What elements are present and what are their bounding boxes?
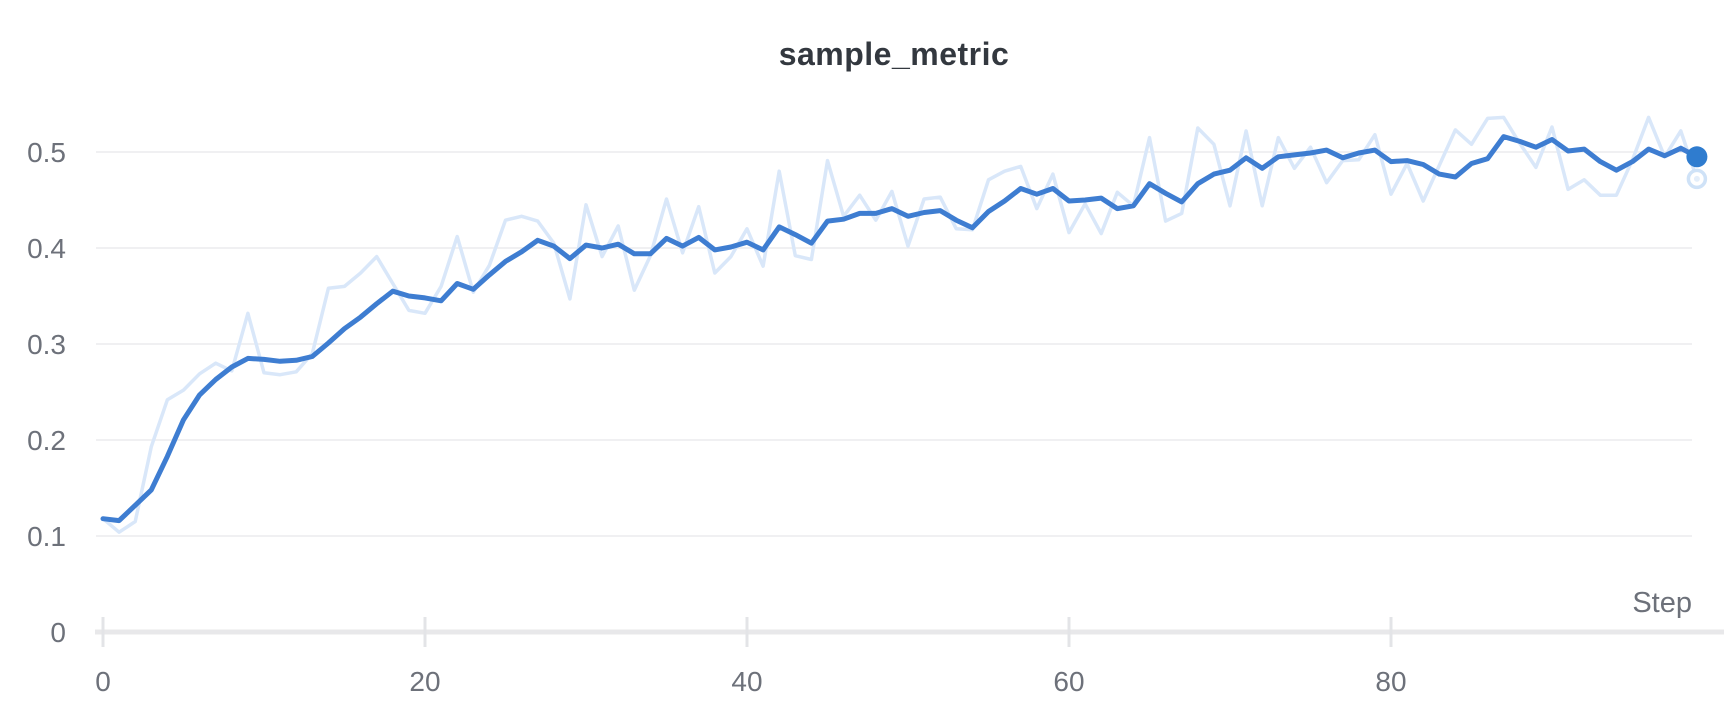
x-axis-title: Step <box>1632 587 1692 619</box>
smoothed-end-dot <box>1686 146 1708 168</box>
x-tick-label-60: 60 <box>1053 666 1084 697</box>
chart-title: sample_metric <box>778 36 1010 72</box>
y-tick-label-0.5: 0.5 <box>27 137 66 168</box>
smoothed-series-line <box>100 134 1700 524</box>
y-tick-label-0: 0 <box>50 617 66 648</box>
x-tick-label-0: 0 <box>95 666 111 697</box>
x-tick-label-40: 40 <box>731 666 762 697</box>
x-tick-label-80: 80 <box>1375 666 1406 697</box>
x-tick-label-20: 20 <box>409 666 440 697</box>
y-tick-label-0.3: 0.3 <box>27 329 66 360</box>
raw-end-marker-center <box>1693 175 1700 182</box>
x-axis-line <box>95 629 1724 635</box>
y-tick-label-0.4: 0.4 <box>27 233 66 264</box>
raw-series-line <box>101 115 1699 534</box>
y-tick-label-0.2: 0.2 <box>27 425 66 456</box>
y-tick-label-0.1: 0.1 <box>27 521 66 552</box>
